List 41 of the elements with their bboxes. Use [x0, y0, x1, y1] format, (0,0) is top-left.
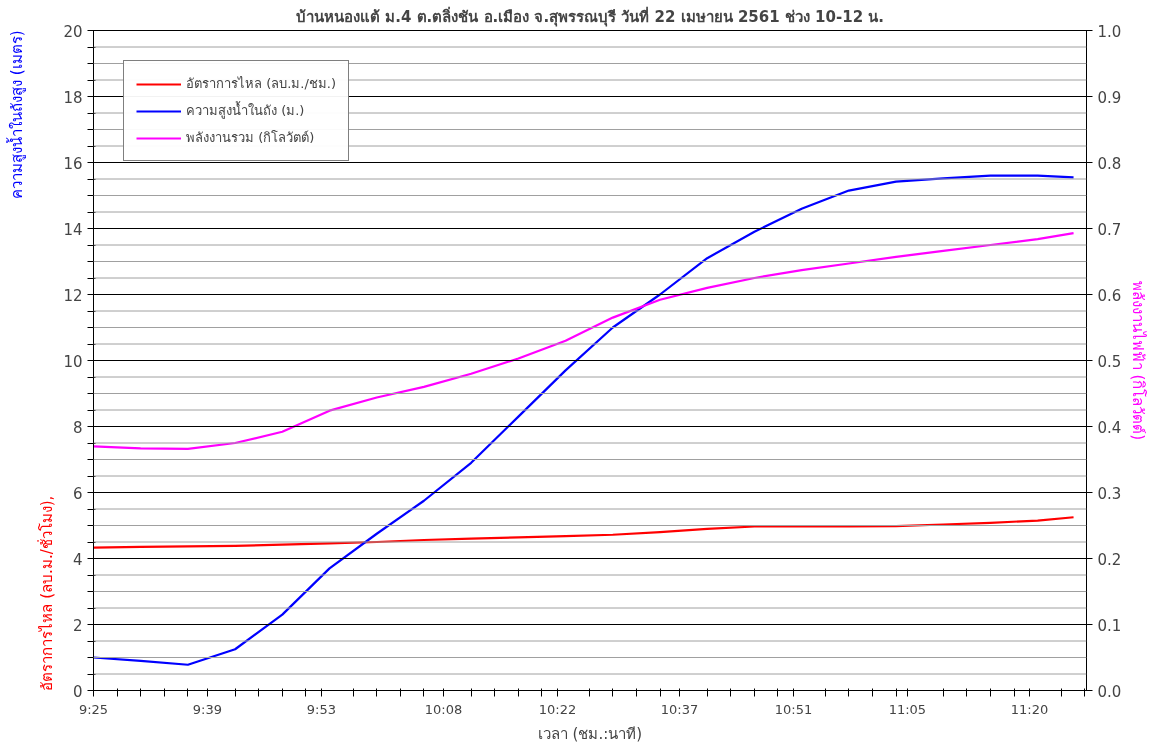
y2-axis-title: พลังงานไฟฟ้า (กิโลวัตต์)	[1129, 280, 1148, 441]
y2-tick-label: 0.2	[1097, 550, 1122, 569]
legend-label: ความสูงน้ำในถัง (ม.)	[186, 100, 305, 121]
x-tick-label: 9:53	[306, 701, 336, 717]
y-tick-label: 6	[72, 484, 83, 503]
legend-label: อัตราการไหล (ลบ.ม./ชม.)	[186, 75, 337, 93]
y-tick-label: 14	[63, 220, 83, 239]
y2-tick-label: 0.8	[1097, 154, 1122, 173]
y2-tick-label: 0.7	[1097, 220, 1122, 239]
y-tick-label: 12	[63, 286, 83, 305]
y-tick-label: 18	[63, 88, 83, 107]
y-tick-label: 8	[72, 418, 83, 437]
y2-tick-label: 1.0	[1097, 22, 1122, 41]
x-tick-label: 10:22	[538, 701, 577, 717]
x-tick-label: 10:08	[424, 701, 463, 717]
line-series	[93, 174, 1075, 666]
y-tick-label: 20	[63, 22, 83, 41]
line-series	[93, 516, 1075, 549]
y-tick-label: 10	[63, 352, 83, 371]
x-tick-label: 11:05	[888, 701, 927, 717]
y2-tick-label: 0.0	[1097, 682, 1122, 701]
y2-tick-label: 0.5	[1097, 352, 1122, 371]
x-tick-label: 9:25	[78, 701, 109, 717]
y-tick-label: 16	[63, 154, 83, 173]
x-tick-label: 9:39	[192, 701, 223, 717]
y-tick-label: 4	[72, 550, 83, 569]
y2-tick-label: 0.3	[1097, 484, 1122, 503]
chart-title: บ้านหนองแต้ ม.4 ต.ตลิ่งชัน อ.เมือง จ.สุพรรณบุรี วันที่ 22 เมษายน 2561 ช่วง 10-12 น.	[296, 5, 884, 27]
y2-tick-label: 0.9	[1097, 88, 1122, 107]
y2-tick-label: 0.6	[1097, 286, 1122, 305]
line-series	[93, 232, 1075, 451]
y-tick-label: 2	[72, 616, 83, 635]
x-tick-label: 10:37	[660, 701, 699, 717]
legend-label: พลังงานรวม (กิโลวัตต์)	[186, 129, 315, 147]
x-tick-label: 11:20	[1010, 701, 1049, 717]
x-tick-label: 10:51	[774, 701, 813, 717]
y2-tick-label: 0.4	[1097, 418, 1122, 437]
text: อัตราการไหล (ลบ.ม./ชั่วโมง), ความสูงน้ำในถังสูง (เมตร)	[7, 30, 56, 691]
x-axis-title: เวลา (ชม.:นาที)	[537, 724, 643, 743]
y-tick-label: 0	[72, 682, 83, 701]
y2-tick-label: 0.1	[1097, 616, 1122, 635]
